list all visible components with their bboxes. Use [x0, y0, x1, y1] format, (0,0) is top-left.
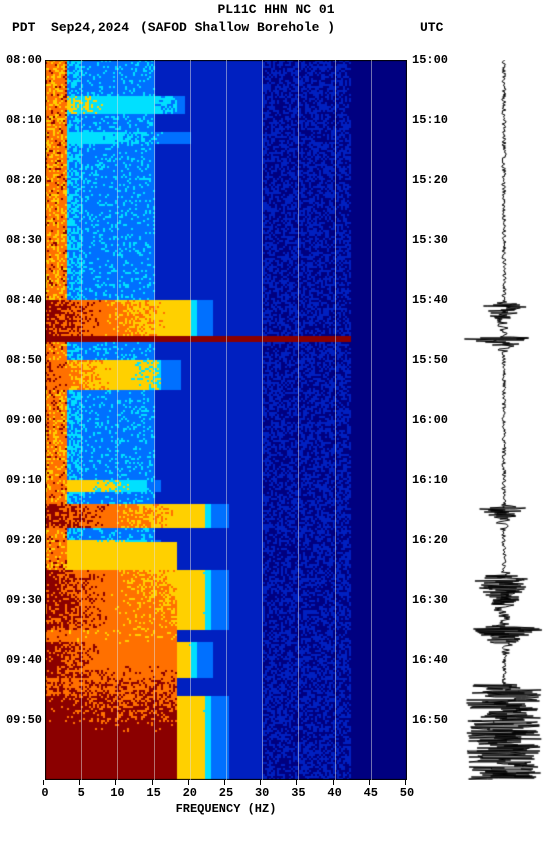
y-tick-label-right: 15:50 [412, 353, 462, 367]
x-tick-mark [296, 780, 297, 785]
x-tick-mark [260, 780, 261, 785]
x-tick-label: 30 [247, 786, 277, 800]
y-tick-label-left: 08:20 [2, 173, 42, 187]
x-gridline [262, 60, 263, 780]
y-tick-label-right: 15:40 [412, 293, 462, 307]
x-gridline [117, 60, 118, 780]
chart-title: PL11C HHN NC 01 [0, 2, 552, 17]
y-tick-label-right: 16:20 [412, 533, 462, 547]
x-tick-label: 50 [392, 786, 422, 800]
x-tick-label: 45 [356, 786, 386, 800]
x-tick-mark [188, 780, 189, 785]
chart-subtitle-left: PDT Sep24,2024 [12, 20, 129, 35]
y-tick-label-right: 15:20 [412, 173, 462, 187]
y-tick-label-left: 09:50 [2, 713, 42, 727]
x-tick-label: 15 [139, 786, 169, 800]
y-tick-label-right: 16:10 [412, 473, 462, 487]
x-gridline [226, 60, 227, 780]
y-tick-label-right: 16:40 [412, 653, 462, 667]
x-tick-label: 40 [320, 786, 350, 800]
x-tick-mark [369, 780, 370, 785]
x-gridline [335, 60, 336, 780]
x-tick-mark [405, 780, 406, 785]
y-tick-label-left: 09:10 [2, 473, 42, 487]
x-gridline [81, 60, 82, 780]
y-tick-label-left: 08:00 [2, 53, 42, 67]
y-tick-label-left: 09:20 [2, 533, 42, 547]
x-tick-mark [152, 780, 153, 785]
left-tz-label: PDT [12, 20, 35, 35]
y-tick-label-left: 08:10 [2, 113, 42, 127]
figure-container: PL11C HHN NC 01 PDT Sep24,2024 (SAFOD Sh… [0, 0, 552, 864]
x-tick-label: 5 [66, 786, 96, 800]
seismogram-trace [460, 60, 548, 780]
x-gridline [154, 60, 155, 780]
x-gridline [190, 60, 191, 780]
spectrogram-plot [45, 60, 407, 780]
y-tick-label-right: 16:50 [412, 713, 462, 727]
x-tick-mark [43, 780, 44, 785]
y-tick-label-left: 09:00 [2, 413, 42, 427]
x-tick-label: 0 [30, 786, 60, 800]
x-tick-mark [79, 780, 80, 785]
y-tick-label-right: 16:00 [412, 413, 462, 427]
x-tick-label: 10 [102, 786, 132, 800]
y-tick-label-right: 15:10 [412, 113, 462, 127]
chart-subtitle-right-tz: UTC [420, 20, 443, 35]
y-tick-label-right: 16:30 [412, 593, 462, 607]
x-tick-mark [115, 780, 116, 785]
y-tick-label-left: 09:30 [2, 593, 42, 607]
y-tick-label-left: 08:30 [2, 233, 42, 247]
y-tick-label-right: 15:30 [412, 233, 462, 247]
x-gridline [371, 60, 372, 780]
x-tick-mark [333, 780, 334, 785]
y-tick-label-right: 15:00 [412, 53, 462, 67]
x-tick-label: 20 [175, 786, 205, 800]
y-tick-label-left: 09:40 [2, 653, 42, 667]
x-axis-label: FREQUENCY (HZ) [45, 802, 407, 816]
x-tick-label: 25 [211, 786, 241, 800]
x-tick-label: 35 [283, 786, 313, 800]
x-gridline [298, 60, 299, 780]
y-tick-label-left: 08:40 [2, 293, 42, 307]
chart-subtitle-station: (SAFOD Shallow Borehole ) [140, 20, 335, 35]
date-label: Sep24,2024 [51, 20, 129, 35]
y-tick-label-left: 08:50 [2, 353, 42, 367]
x-tick-mark [224, 780, 225, 785]
